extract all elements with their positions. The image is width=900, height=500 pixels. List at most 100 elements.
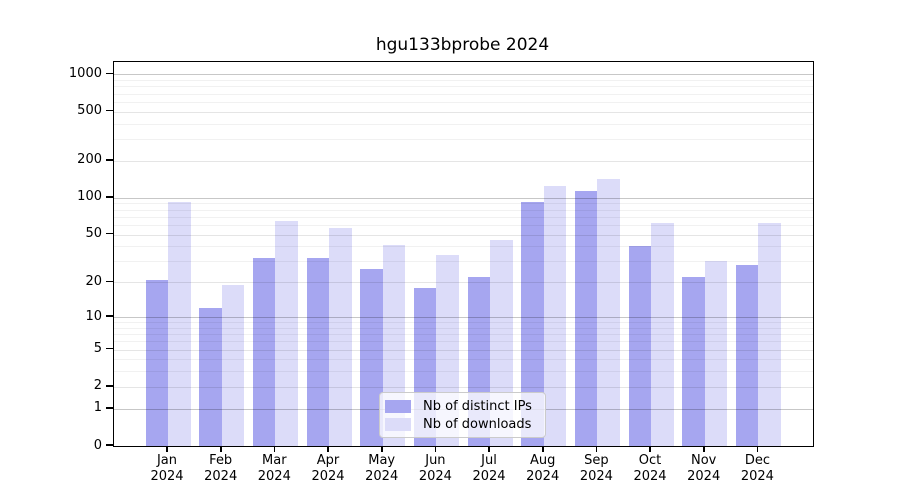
y-tick-label-200: 200 bbox=[77, 152, 102, 168]
y-tick-label-0: 0 bbox=[93, 437, 102, 453]
x-tick-mark-jul bbox=[488, 446, 490, 452]
y-tick-mark-10 bbox=[106, 315, 113, 317]
x-tick-label-may: May 2024 bbox=[365, 453, 399, 484]
x-tick-mark-may bbox=[381, 446, 383, 452]
y-tick-label-20: 20 bbox=[85, 273, 102, 289]
gridline-y-40 bbox=[114, 246, 813, 248]
y-tick-mark-5 bbox=[106, 347, 113, 350]
y-tick-mark-1 bbox=[106, 407, 113, 409]
x-tick-mark-nov bbox=[703, 446, 705, 452]
legend-row-downloads: Nb of downloads bbox=[385, 415, 537, 433]
x-tick-label-jan: Jan 2024 bbox=[150, 453, 184, 484]
legend-label-distinct-ips: Nb of distinct IPs bbox=[423, 398, 532, 414]
bar-downloads-aug bbox=[543, 185, 567, 446]
x-tick-label-sep: Sep 2024 bbox=[579, 453, 613, 484]
x-tick-label-dec: Dec 2024 bbox=[740, 453, 774, 484]
gridline-y-300 bbox=[114, 139, 813, 140]
gridline-y-6 bbox=[114, 341, 813, 343]
gridline-y-90 bbox=[114, 203, 813, 205]
bar-distinct-ips-apr bbox=[306, 257, 329, 446]
gridline-y-600 bbox=[114, 101, 813, 103]
gridline-y-3 bbox=[114, 371, 813, 373]
gridline-y-900 bbox=[114, 80, 813, 82]
bar-downloads-jan bbox=[168, 202, 191, 446]
gridline-y-400 bbox=[114, 123, 813, 125]
y-tick-mark-2 bbox=[106, 385, 113, 387]
bar-distinct-ips-aug bbox=[521, 202, 544, 446]
gridline-y-1000 bbox=[114, 74, 813, 76]
x-tick-mark-aug bbox=[542, 446, 544, 452]
y-tick-label-2: 2 bbox=[93, 378, 102, 394]
y-tick-label-1: 1 bbox=[93, 400, 102, 416]
gridline-y-80 bbox=[114, 209, 813, 211]
x-tick-mark-oct bbox=[649, 446, 651, 452]
bar-downloads-sep bbox=[597, 178, 620, 446]
x-tick-label-mar: Mar 2024 bbox=[257, 453, 291, 484]
y-tick-mark-0 bbox=[106, 444, 113, 446]
gridline-y-8 bbox=[114, 327, 813, 329]
gridline-y-60 bbox=[114, 224, 813, 226]
gridline-y-9 bbox=[114, 322, 813, 324]
chart-title: hgu133bprobe 2024 bbox=[375, 35, 550, 55]
gridline-y-100 bbox=[114, 197, 813, 199]
x-tick-mark-jun bbox=[434, 446, 437, 452]
legend-label-downloads: Nb of downloads bbox=[423, 416, 532, 432]
bar-distinct-ips-nov bbox=[682, 277, 705, 446]
gridline-y-30 bbox=[114, 261, 813, 263]
gridline-y-50 bbox=[114, 234, 813, 236]
y-tick-mark-100 bbox=[106, 196, 113, 198]
y-tick-label-100: 100 bbox=[77, 189, 102, 205]
y-tick-label-10: 10 bbox=[85, 308, 102, 324]
legend-row-distinct-ips: Nb of distinct IPs bbox=[385, 397, 537, 415]
y-tick-mark-1000 bbox=[106, 72, 113, 75]
y-tick-mark-200 bbox=[106, 159, 113, 161]
legend: Nb of distinct IPs Nb of downloads bbox=[379, 392, 546, 438]
x-tick-label-apr: Apr 2024 bbox=[311, 453, 345, 484]
gridline-y-700 bbox=[114, 93, 813, 95]
x-tick-label-aug: Aug 2024 bbox=[526, 453, 560, 484]
y-tick-mark-50 bbox=[106, 232, 113, 235]
y-tick-label-50: 50 bbox=[85, 226, 102, 241]
bar-distinct-ips-mar bbox=[252, 257, 276, 446]
x-tick-mark-sep bbox=[595, 446, 598, 452]
gridline-y-500 bbox=[114, 111, 813, 113]
bar-distinct-ips-jan bbox=[145, 279, 168, 446]
gridline-y-2 bbox=[114, 386, 813, 388]
gridline-y-7 bbox=[114, 334, 813, 336]
y-tick-mark-20 bbox=[106, 280, 113, 283]
gridline-y-10 bbox=[114, 317, 813, 318]
x-tick-label-jul: Jul 2024 bbox=[472, 453, 506, 484]
gridline-y-4 bbox=[114, 359, 813, 361]
bar-downloads-oct bbox=[651, 223, 674, 446]
gridline-y-800 bbox=[114, 86, 813, 88]
gridline-y-200 bbox=[114, 160, 813, 162]
gridline-y-5 bbox=[114, 349, 813, 351]
x-tick-mark-feb bbox=[220, 446, 222, 452]
gridline-y-20 bbox=[114, 282, 813, 284]
bar-downloads-mar bbox=[275, 220, 298, 446]
bar-downloads-apr bbox=[329, 227, 352, 446]
y-tick-mark-500 bbox=[106, 109, 113, 112]
x-tick-mark-jan bbox=[166, 446, 168, 452]
legend-swatch-distinct-ips bbox=[385, 399, 411, 413]
bar-downloads-feb bbox=[221, 284, 245, 446]
bar-distinct-ips-feb bbox=[199, 308, 222, 446]
y-tick-label-500: 500 bbox=[77, 103, 102, 119]
x-tick-label-oct: Oct 2024 bbox=[633, 453, 667, 484]
gridline-y-70 bbox=[114, 216, 813, 218]
x-tick-label-jun: Jun 2024 bbox=[418, 453, 452, 484]
y-tick-label-5: 5 bbox=[93, 341, 102, 357]
bar-distinct-ips-dec bbox=[735, 264, 759, 446]
x-tick-mark-mar bbox=[273, 446, 276, 452]
x-tick-mark-apr bbox=[327, 446, 329, 452]
bar-distinct-ips-sep bbox=[574, 191, 598, 446]
legend-swatch-downloads bbox=[385, 417, 411, 431]
bar-downloads-nov bbox=[704, 261, 728, 446]
plot-area bbox=[113, 61, 814, 447]
bar-distinct-ips-oct bbox=[628, 246, 651, 446]
bar-distinct-ips-may bbox=[360, 268, 383, 446]
x-tick-mark-dec bbox=[756, 446, 759, 452]
x-tick-label-feb: Feb 2024 bbox=[204, 453, 238, 484]
x-tick-label-nov: Nov 2024 bbox=[687, 453, 721, 484]
